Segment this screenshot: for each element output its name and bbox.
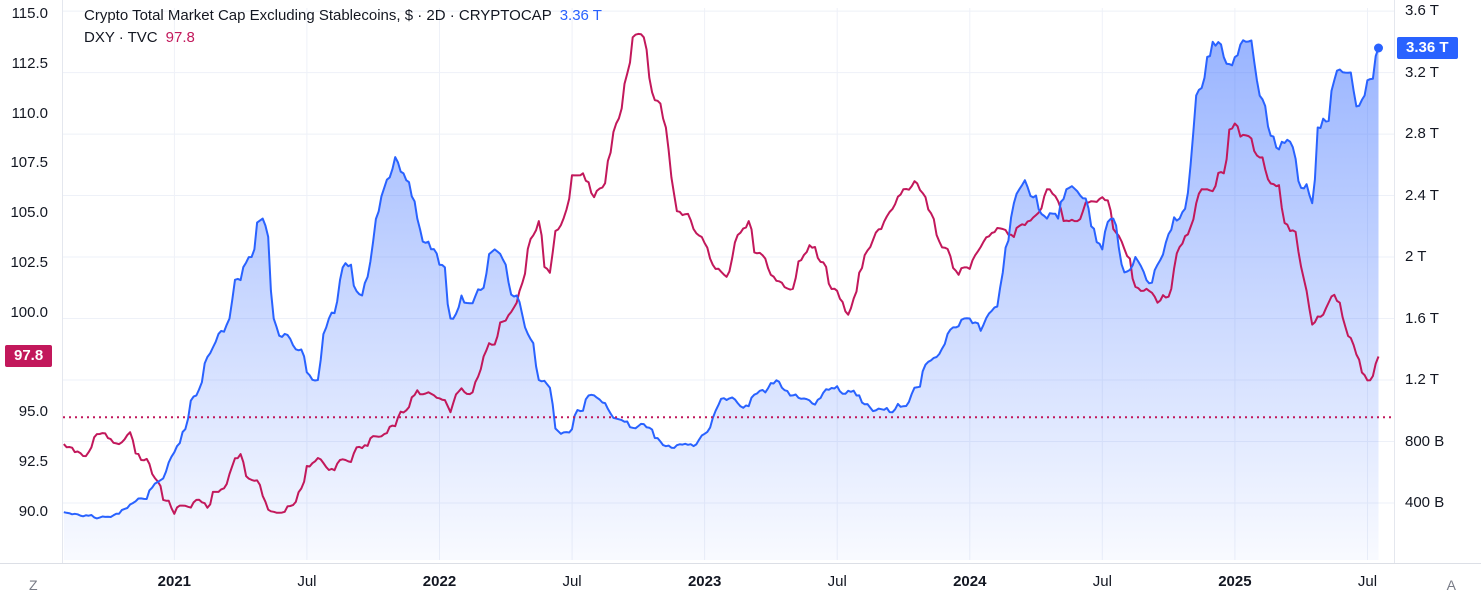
time-axis-tick: 2025 bbox=[1218, 573, 1252, 590]
time-axis-tick: 2022 bbox=[422, 573, 457, 590]
time-axis-tick: 2021 bbox=[157, 573, 192, 590]
corner-right-button[interactable]: A bbox=[1446, 577, 1456, 593]
legend-crypto-value: 3.36 T bbox=[559, 7, 602, 24]
left-axis-tick: 112.5 bbox=[11, 54, 48, 72]
right-axis-tick: 2.8 T bbox=[1405, 125, 1439, 143]
legend-crypto-title: Crypto Total Market Cap Excluding Stable… bbox=[84, 7, 552, 24]
time-axis-tick: Jul bbox=[827, 573, 847, 590]
time-axis-tick: 2023 bbox=[687, 573, 722, 590]
time-axis-tick: Jul bbox=[297, 573, 317, 590]
right-price-scale[interactable]: 3.6 T 3.2 T 2.8 T 2.4 T 2 T 1.6 T 1.2 T 800 B 40… bbox=[1394, 0, 1481, 563]
right-axis-tick: 1.2 T bbox=[1405, 371, 1439, 389]
corner-left-button[interactable]: Z bbox=[29, 577, 38, 593]
dxy-price-badge: 97.8 bbox=[5, 345, 53, 368]
right-axis-tick: 2.4 T bbox=[1405, 186, 1439, 204]
right-axis-tick: 2 T bbox=[1405, 248, 1427, 266]
left-axis-tick: 100.0 bbox=[10, 303, 48, 321]
left-axis-tick: 107.5 bbox=[10, 154, 48, 172]
right-axis-tick: 3.2 T bbox=[1405, 63, 1439, 81]
time-axis-tick: Jul bbox=[562, 573, 582, 590]
left-axis-tick: 92.5 bbox=[18, 453, 48, 471]
left-axis-tick: 90.0 bbox=[18, 502, 48, 520]
right-axis-tick: 400 B bbox=[1405, 494, 1445, 511]
legend-series-dxy[interactable]: DXY · TVC 97.8 bbox=[84, 27, 602, 49]
right-axis-tick: 1.6 T bbox=[1405, 309, 1439, 327]
legend-series-crypto[interactable]: Crypto Total Market Cap Excluding Stable… bbox=[84, 5, 602, 27]
time-scale[interactable]: Z A 2021 Jul 2022 Jul 2023 Jul 2024 Jul 2025 Jul bbox=[0, 563, 1481, 610]
chart-plot-area[interactable] bbox=[63, 0, 1394, 563]
time-axis-tick: Jul bbox=[1092, 573, 1112, 590]
left-price-scale[interactable]: 115.0 112.5 110.0 107.5 105.0 102.5 100.0 95.0 9… bbox=[0, 0, 63, 563]
left-axis-tick: 95.0 bbox=[18, 403, 48, 421]
left-axis-tick: 115.0 bbox=[11, 4, 48, 22]
left-axis-tick: 102.5 bbox=[10, 253, 48, 271]
left-axis-tick: 110.0 bbox=[11, 104, 48, 122]
time-axis-tick: 2024 bbox=[953, 573, 987, 590]
time-axis-tick: Jul bbox=[1357, 573, 1378, 590]
chart-legend: Crypto Total Market Cap Excluding Stable… bbox=[84, 5, 602, 49]
legend-dxy-value: 97.8 bbox=[165, 29, 195, 46]
crypto-price-badge: 3.36 T bbox=[1397, 36, 1458, 59]
right-axis-tick: 800 B bbox=[1405, 432, 1445, 450]
right-axis-tick: 3.6 T bbox=[1405, 2, 1439, 20]
legend-dxy-title: DXY · TVC bbox=[84, 29, 158, 46]
left-axis-tick: 105.0 bbox=[10, 204, 48, 222]
